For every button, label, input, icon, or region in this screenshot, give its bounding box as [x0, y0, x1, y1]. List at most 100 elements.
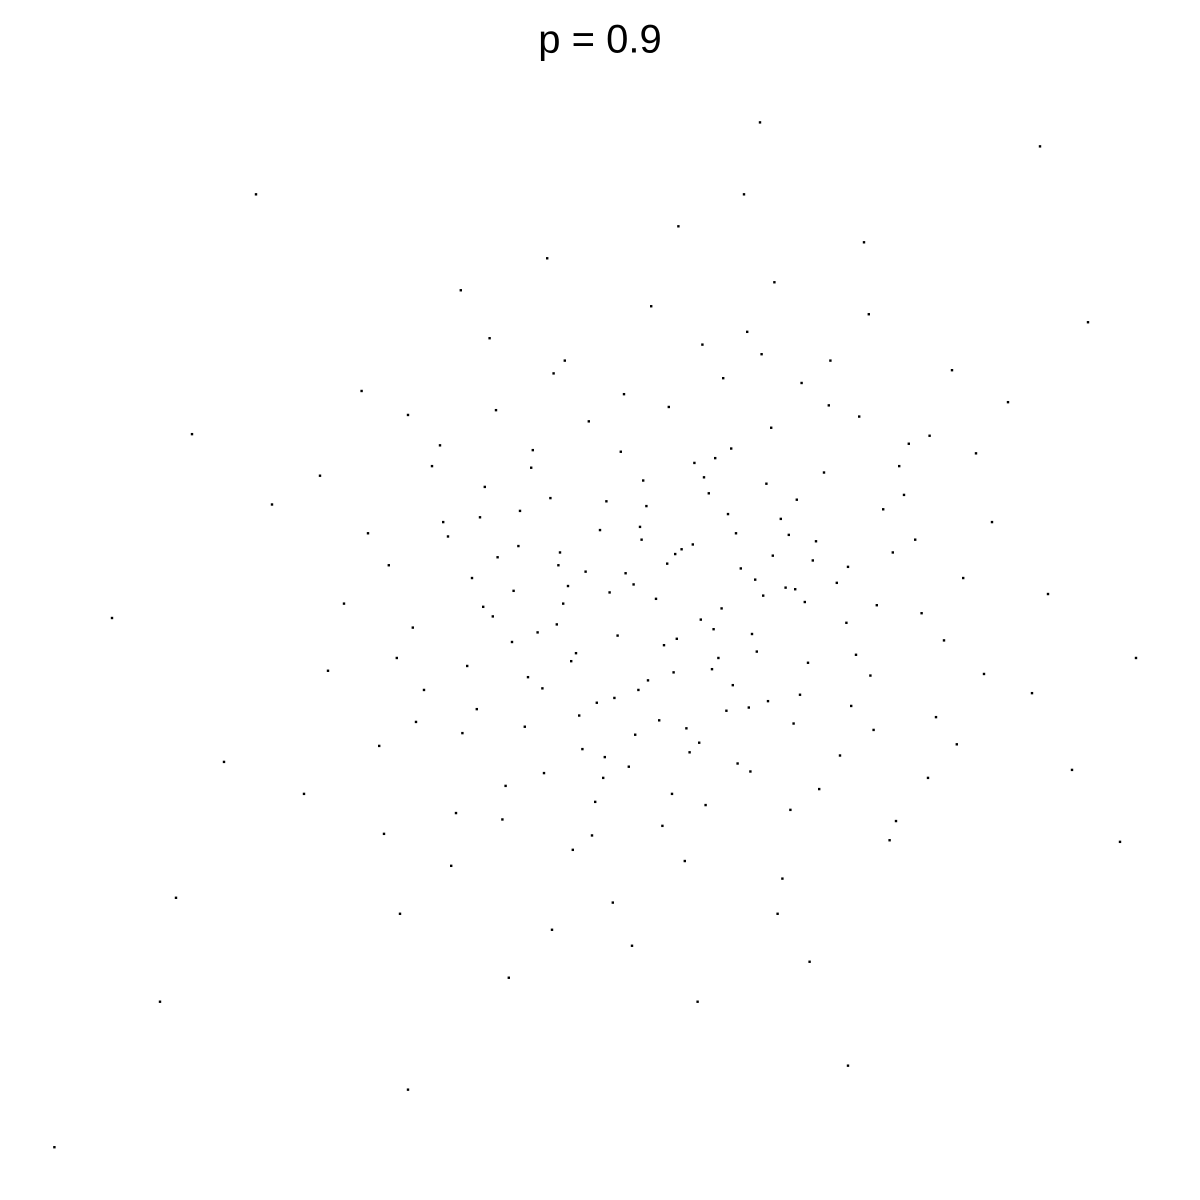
point — [326, 669, 330, 672]
point — [483, 485, 486, 489]
point — [645, 504, 648, 508]
point — [53, 1146, 56, 1149]
point — [1006, 400, 1010, 404]
point — [698, 741, 701, 744]
point — [414, 720, 418, 724]
point — [677, 225, 680, 228]
point — [822, 471, 826, 474]
point — [712, 628, 715, 631]
point — [461, 731, 464, 735]
point — [542, 771, 546, 775]
point — [808, 960, 811, 963]
point — [867, 313, 870, 316]
point — [622, 392, 626, 396]
point — [814, 540, 818, 543]
point — [982, 672, 986, 676]
point — [555, 623, 558, 626]
point — [570, 659, 573, 663]
point — [552, 372, 555, 375]
point — [928, 434, 931, 437]
point — [760, 353, 763, 356]
point — [755, 650, 758, 653]
point — [1118, 840, 1122, 844]
point — [845, 621, 848, 625]
point — [762, 594, 765, 597]
point — [688, 751, 691, 754]
point — [827, 404, 830, 407]
point — [632, 583, 635, 586]
point — [158, 1000, 162, 1003]
point — [717, 656, 720, 660]
plot-area — [53, 121, 1138, 1149]
point — [1086, 321, 1090, 324]
point — [466, 664, 469, 668]
point — [795, 498, 798, 501]
point — [662, 643, 666, 647]
point — [526, 675, 530, 679]
point — [578, 714, 581, 717]
point — [781, 877, 784, 880]
point — [787, 533, 790, 537]
point — [854, 653, 858, 656]
point — [798, 693, 802, 696]
point — [674, 552, 677, 556]
point — [882, 508, 885, 511]
point — [701, 343, 704, 346]
point — [616, 634, 619, 637]
point — [722, 376, 725, 380]
point — [608, 591, 611, 594]
point — [683, 859, 686, 863]
point — [637, 688, 640, 692]
point — [587, 420, 590, 423]
point — [914, 538, 917, 541]
point — [731, 683, 734, 687]
point — [667, 405, 670, 409]
point — [488, 337, 491, 340]
point — [776, 912, 779, 915]
point — [411, 626, 414, 629]
point — [646, 679, 650, 682]
point — [754, 578, 757, 581]
point — [891, 551, 894, 554]
point — [811, 559, 814, 562]
point — [342, 602, 346, 605]
point — [907, 442, 910, 445]
chart-title: p = 0.9 — [538, 18, 661, 62]
point — [835, 581, 838, 585]
point — [174, 896, 178, 899]
point — [640, 538, 643, 541]
point — [494, 408, 498, 412]
point — [1070, 768, 1074, 772]
point — [110, 616, 114, 620]
point — [962, 576, 965, 580]
point — [430, 464, 434, 468]
point — [702, 476, 706, 479]
point — [491, 615, 494, 618]
point — [789, 808, 792, 812]
point — [611, 901, 614, 904]
point — [406, 413, 410, 417]
point — [190, 432, 194, 436]
point — [590, 834, 594, 837]
point — [869, 674, 872, 677]
point — [784, 586, 787, 589]
point — [475, 707, 478, 711]
point — [634, 733, 637, 736]
point — [654, 597, 658, 601]
point — [934, 715, 938, 719]
point — [846, 1064, 850, 1067]
point — [661, 824, 664, 828]
point — [672, 671, 675, 674]
point — [730, 447, 733, 450]
point — [926, 776, 930, 780]
point — [818, 787, 821, 791]
point — [736, 762, 739, 765]
point — [803, 600, 806, 604]
point — [990, 520, 994, 524]
point — [563, 359, 566, 362]
point — [747, 706, 750, 709]
point — [742, 193, 746, 196]
point — [734, 532, 738, 535]
point — [605, 500, 608, 503]
